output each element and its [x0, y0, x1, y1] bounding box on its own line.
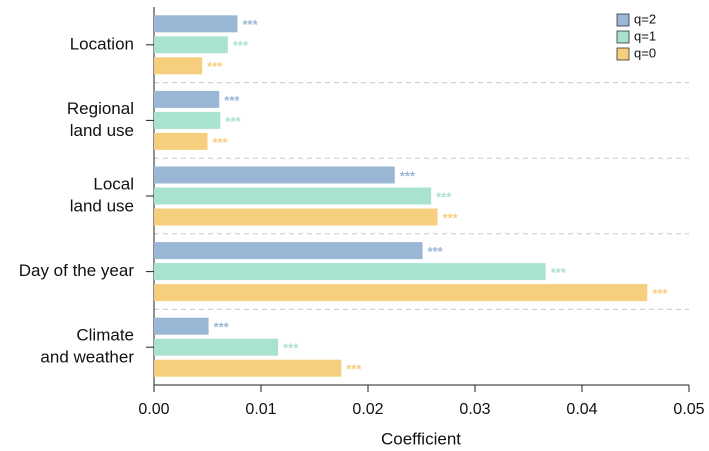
category-label: land use	[70, 196, 134, 215]
legend-label: q=0	[634, 45, 656, 60]
significance-label: ***	[242, 17, 258, 32]
bar	[154, 132, 208, 150]
x-tick-label: 0.00	[138, 401, 169, 418]
bar	[154, 359, 342, 377]
significance-label: ***	[436, 189, 452, 204]
legend-swatch	[616, 30, 630, 44]
significance-label: ***	[443, 210, 459, 225]
significance-label: ***	[225, 114, 241, 129]
legend-swatch	[616, 47, 630, 61]
significance-label: ***	[551, 265, 567, 280]
x-tick-label: 0.05	[673, 401, 704, 418]
significance-label: ***	[224, 93, 240, 108]
bar	[154, 166, 395, 184]
significance-label: ***	[428, 244, 444, 259]
legend-label: q=2	[634, 11, 656, 26]
significance-label: ***	[283, 341, 299, 356]
bar	[154, 36, 228, 54]
category-label: Regional	[67, 99, 134, 118]
category-label: Day of the year	[19, 261, 135, 280]
category-label: and weather	[40, 348, 134, 367]
bar	[154, 317, 209, 335]
x-axis-label: Coefficient	[381, 429, 461, 448]
significance-label: ***	[346, 362, 362, 377]
significance-label: ***	[214, 320, 230, 335]
bar	[154, 208, 438, 226]
bar	[154, 90, 220, 108]
significance-label: ***	[207, 59, 223, 74]
legend-swatch	[616, 13, 630, 27]
significance-label: ***	[400, 168, 416, 183]
x-tick-label: 0.01	[245, 401, 276, 418]
significance-label: ***	[233, 38, 249, 53]
bar	[154, 57, 203, 75]
category-label: Local	[93, 174, 134, 193]
bar	[154, 187, 432, 205]
category-label: Location	[70, 34, 134, 53]
x-tick-label: 0.02	[352, 401, 383, 418]
bar	[154, 338, 279, 356]
bar	[154, 111, 221, 129]
category-label: Climate	[76, 326, 134, 345]
category-label: land use	[70, 121, 134, 140]
x-tick-label: 0.04	[566, 401, 597, 418]
bar	[154, 242, 423, 260]
bar	[154, 263, 546, 281]
legend-label: q=1	[634, 28, 656, 43]
x-tick-label: 0.03	[459, 401, 490, 418]
significance-label: ***	[652, 286, 668, 301]
bar	[154, 284, 648, 302]
bar	[154, 15, 238, 33]
significance-label: ***	[213, 135, 229, 150]
